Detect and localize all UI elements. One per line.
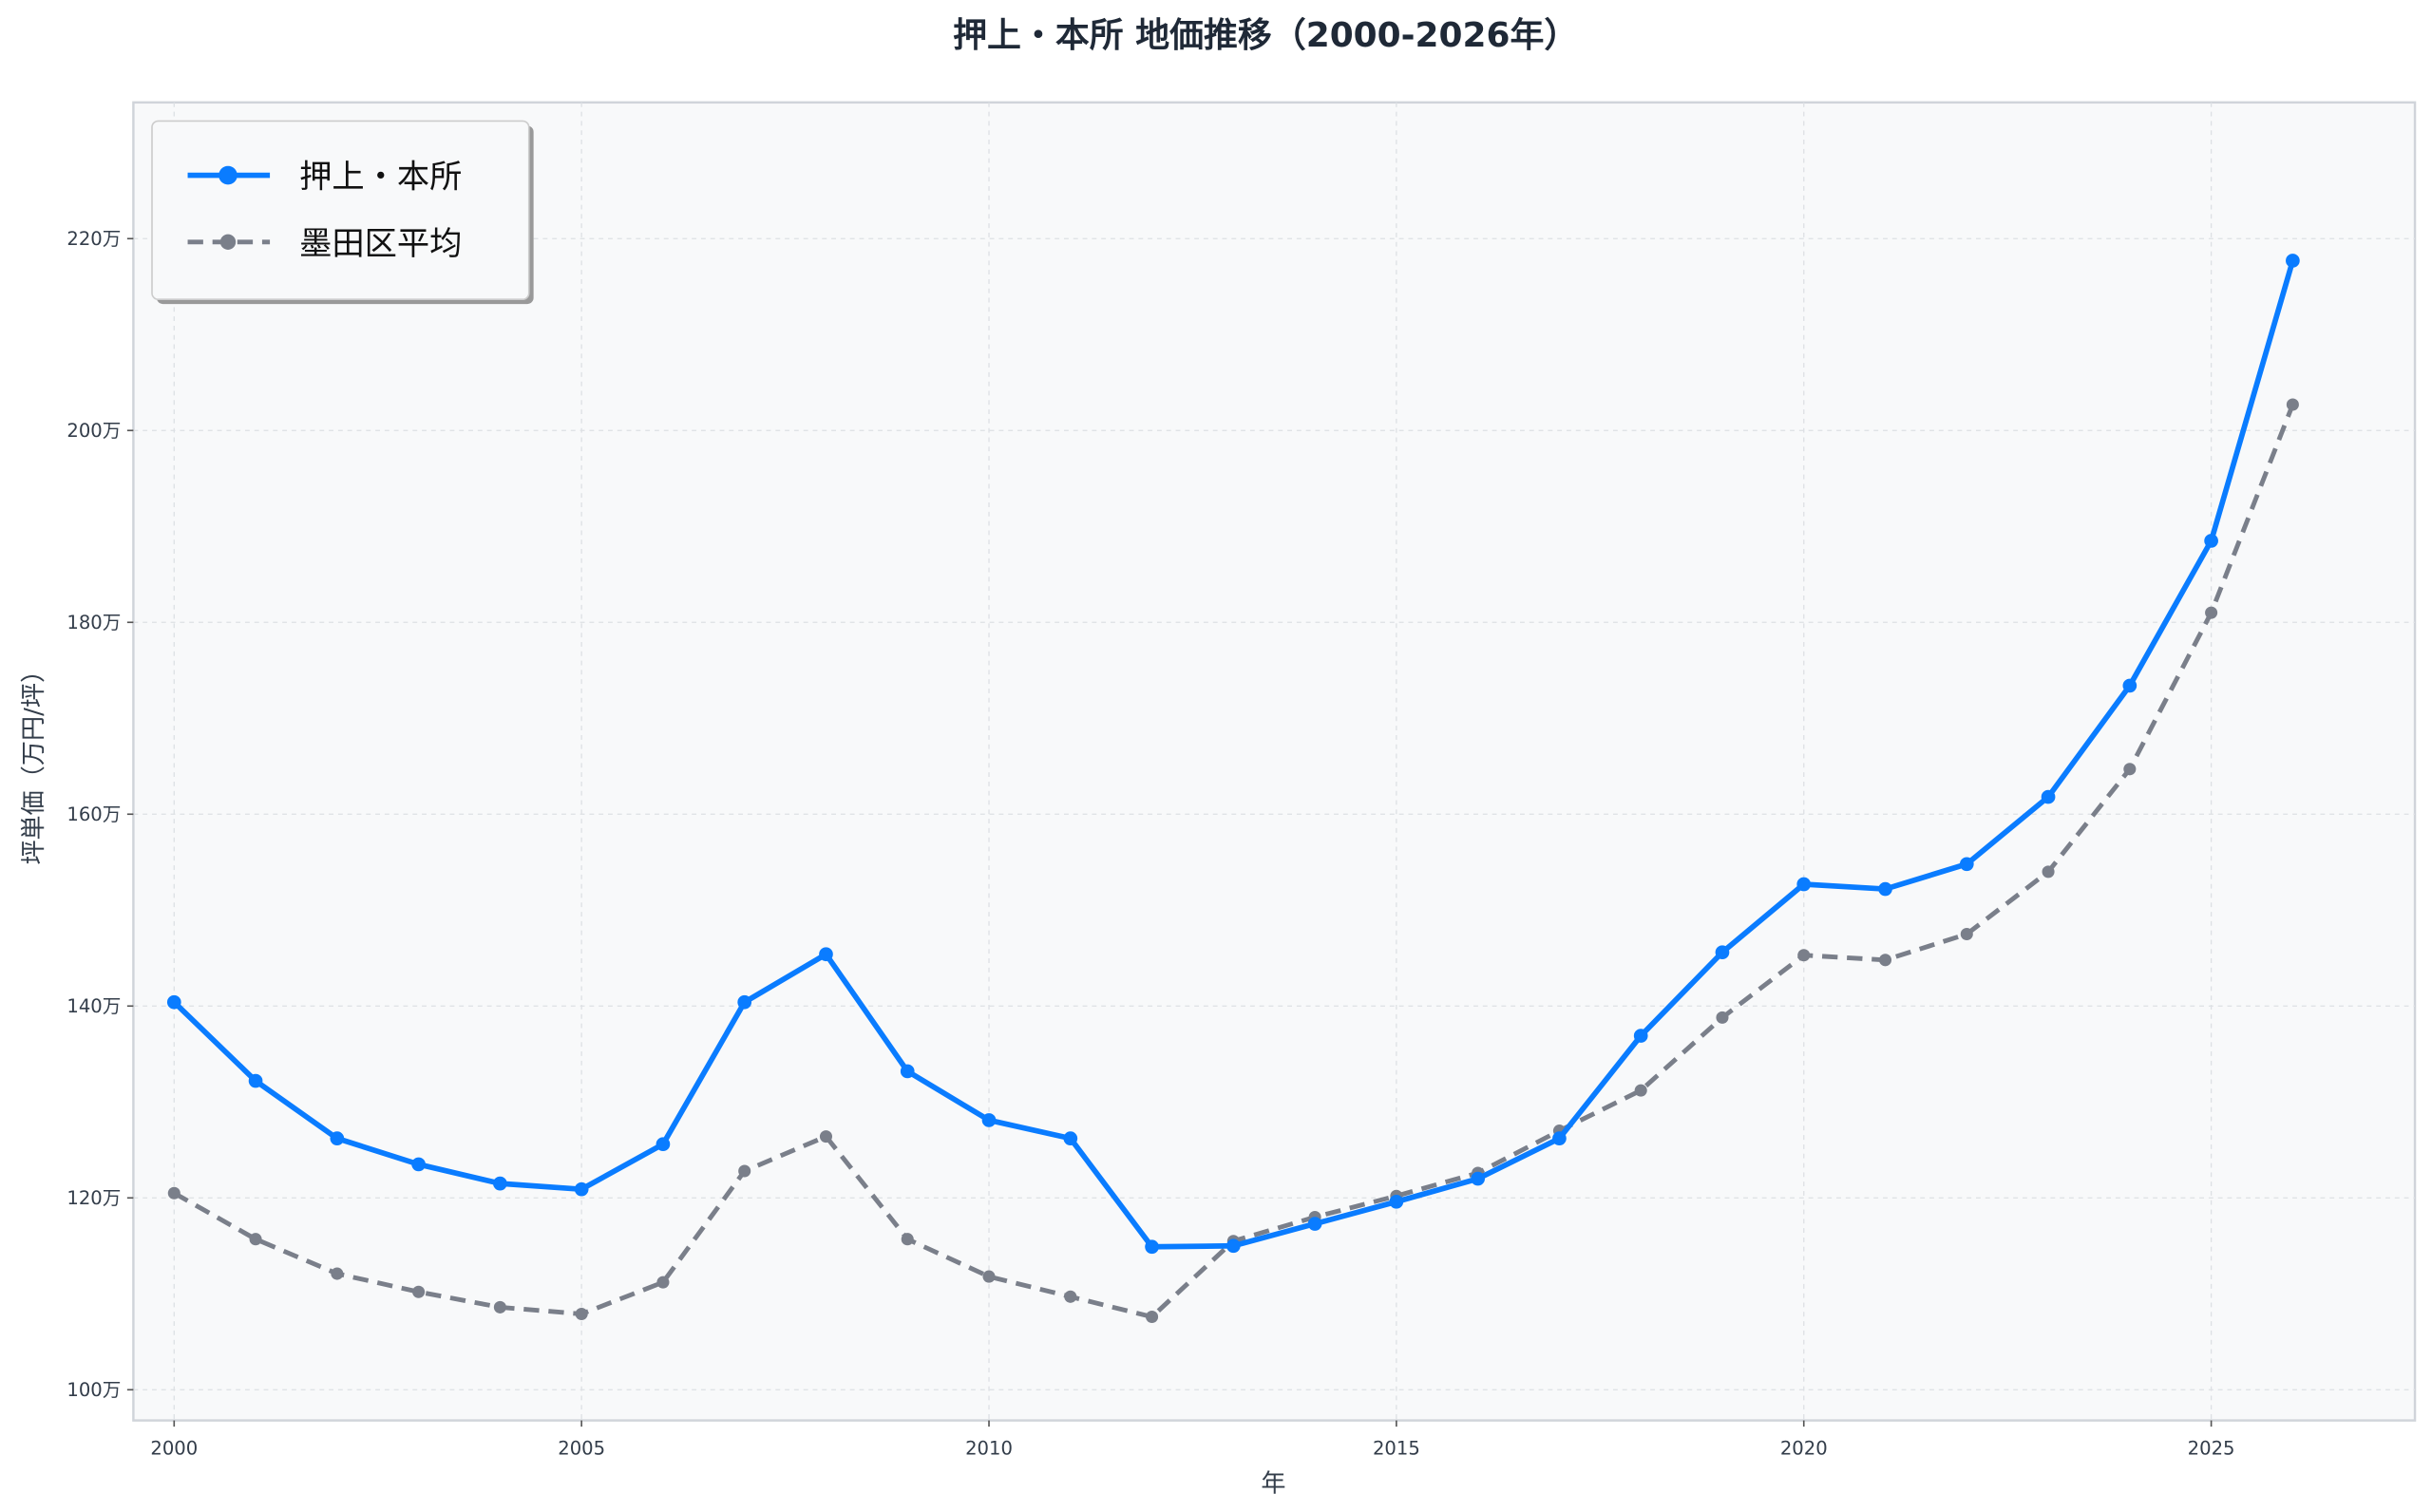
data-point-oshiage <box>2041 789 2056 804</box>
data-point-oshiage <box>574 1181 589 1197</box>
y-tick-label: 220万 <box>66 228 121 250</box>
data-point-sumida <box>2286 398 2299 411</box>
y-tick-label: 140万 <box>66 995 121 1017</box>
data-point-sumida <box>493 1300 506 1314</box>
data-point-sumida <box>1146 1310 1159 1324</box>
data-point-sumida <box>1960 927 1973 941</box>
data-point-sumida <box>738 1164 751 1178</box>
data-point-sumida <box>1797 949 1811 962</box>
data-point-oshiage <box>1307 1217 1322 1231</box>
data-point-sumida <box>2042 865 2055 879</box>
data-point-sumida <box>2123 763 2137 776</box>
x-tick-label: 2005 <box>558 1438 605 1460</box>
data-point-oshiage <box>1633 1029 1648 1043</box>
chart-title: 押上・本所 地価推移（2000-2026年） <box>953 16 1578 55</box>
x-tick-label: 2010 <box>965 1438 1013 1460</box>
y-axis-label: 坪単価（万円/坪） <box>20 658 48 865</box>
data-point-oshiage <box>1959 857 1974 872</box>
data-point-oshiage <box>1878 881 1892 897</box>
data-point-oshiage <box>737 994 752 1010</box>
series-group <box>166 254 2300 1324</box>
data-point-sumida <box>575 1307 588 1321</box>
data-point-sumida <box>1634 1084 1647 1097</box>
data-point-sumida <box>656 1276 670 1289</box>
y-ticks: 100万 120万 140万 160万 180万 200万 220万 <box>66 228 134 1401</box>
data-point-sumida <box>1064 1290 1077 1303</box>
y-tick-label: 160万 <box>66 803 121 825</box>
y-tick-label: 180万 <box>66 612 121 633</box>
x-tick-label: 2015 <box>1373 1438 1420 1460</box>
legend-label-sumida: 墨田区平均 <box>299 225 462 263</box>
data-point-oshiage <box>248 1073 263 1088</box>
data-point-sumida <box>982 1270 996 1283</box>
legend-marker-sumida <box>219 234 237 250</box>
legend-label-oshiage: 押上・本所 <box>299 159 462 197</box>
data-point-oshiage <box>1471 1171 1486 1186</box>
data-point-oshiage <box>981 1113 997 1127</box>
data-point-sumida <box>819 1130 833 1143</box>
x-tick-label: 2000 <box>150 1438 198 1460</box>
data-point-oshiage <box>1715 945 1730 960</box>
data-point-sumida <box>901 1233 914 1246</box>
data-point-oshiage <box>493 1176 507 1191</box>
x-ticks: 2000 2005 2010 2015 2020 2025 <box>150 1420 2235 1460</box>
data-point-sumida <box>1878 954 1892 967</box>
legend-marker-oshiage <box>218 165 238 185</box>
data-point-sumida <box>249 1233 262 1246</box>
data-point-oshiage <box>1389 1194 1404 1209</box>
data-point-oshiage <box>166 994 181 1010</box>
data-point-sumida <box>167 1186 180 1200</box>
y-tick-label: 200万 <box>66 420 121 442</box>
data-point-sumida <box>1716 1011 1729 1024</box>
x-tick-label: 2020 <box>1780 1438 1828 1460</box>
data-point-oshiage <box>330 1131 345 1145</box>
y-tick-label: 120万 <box>66 1187 121 1209</box>
data-point-oshiage <box>2204 534 2218 548</box>
data-point-oshiage <box>1796 877 1812 892</box>
data-point-oshiage <box>900 1064 915 1079</box>
x-axis-label: 年 <box>1261 1470 1285 1499</box>
data-point-oshiage <box>1552 1131 1567 1145</box>
y-tick-label: 100万 <box>66 1379 121 1401</box>
data-point-oshiage <box>1226 1238 1241 1254</box>
data-point-oshiage <box>2122 678 2138 693</box>
data-point-sumida <box>412 1285 426 1298</box>
data-point-oshiage <box>819 947 833 962</box>
data-point-oshiage <box>656 1137 671 1152</box>
data-point-oshiage <box>1145 1239 1159 1255</box>
data-point-sumida <box>2205 606 2218 619</box>
data-point-sumida <box>331 1267 344 1280</box>
plot-area <box>132 101 2417 1422</box>
legend[interactable]: 押上・本所 墨田区平均 <box>151 120 534 305</box>
data-point-oshiage <box>411 1157 426 1172</box>
x-tick-label: 2025 <box>2188 1438 2235 1460</box>
data-point-oshiage <box>1063 1131 1078 1145</box>
data-point-oshiage <box>2286 254 2300 268</box>
